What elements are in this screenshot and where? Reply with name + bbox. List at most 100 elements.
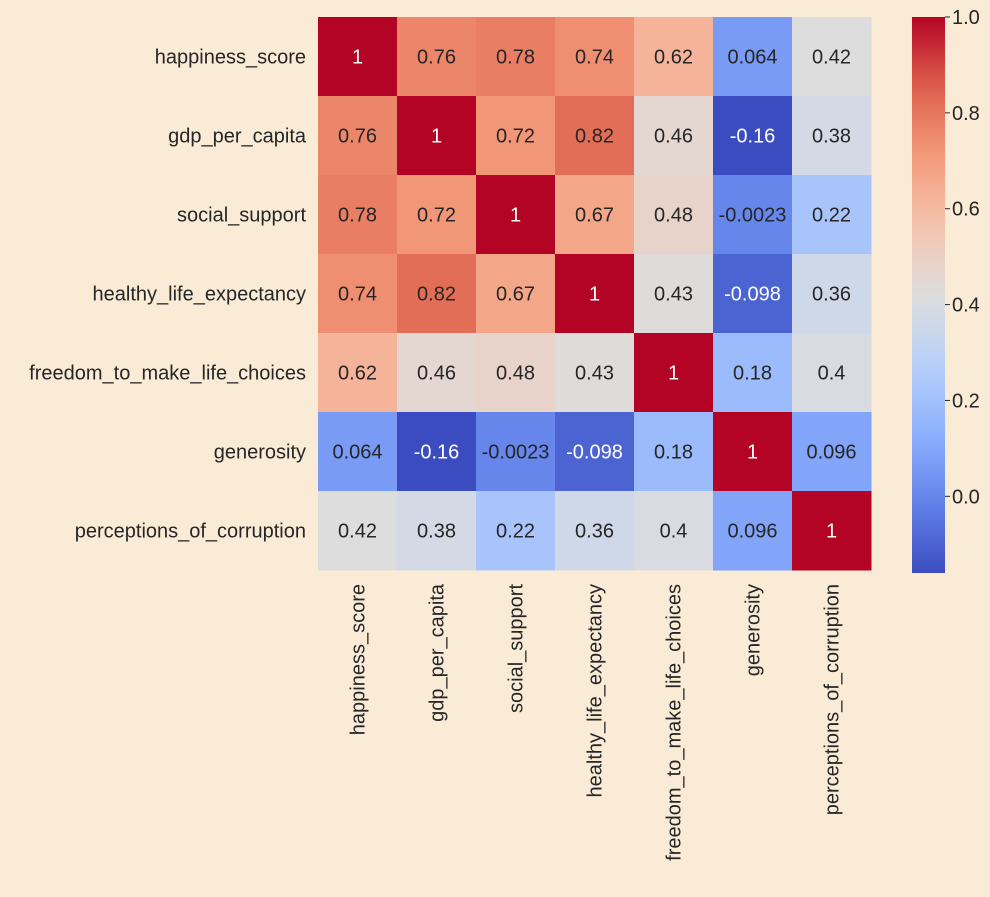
heatmap-cell	[476, 254, 556, 334]
heatmap-cell	[792, 17, 872, 97]
heatmap-cell	[555, 175, 635, 255]
colorbar-tick-label: 0.0	[952, 486, 980, 508]
heatmap-annotations: 1 0.76 0.78 0.74 0.62 0.064 0.42 0.76 1 0.72 0.82 0…	[332, 47, 856, 543]
cell-annotation: 0.78	[496, 47, 535, 69]
cell-annotation: 0.4	[660, 521, 688, 543]
heatmap-cell	[713, 175, 793, 255]
heatmap-cell	[713, 491, 793, 571]
row-labels: happiness_score gdp_per_capita social_supp…	[29, 47, 307, 543]
heatmap-cell	[792, 333, 872, 413]
cell-annotation: -0.098	[724, 284, 781, 306]
row-label: generosity	[214, 442, 306, 464]
cell-annotation: 0.38	[812, 126, 851, 148]
heatmap-cell	[397, 491, 477, 571]
heatmap-cell	[476, 412, 556, 492]
cell-annotation: 0.76	[338, 126, 377, 148]
column-label: freedom_to_make_life_choices	[664, 584, 686, 861]
heatmap-cell	[555, 333, 635, 413]
row-label: happiness_score	[155, 47, 306, 69]
heatmap-cell	[397, 96, 477, 176]
colorbar-tick-label: 0.6	[952, 199, 980, 221]
heatmap-cell	[476, 491, 556, 571]
cell-annotation: 0.72	[496, 126, 535, 148]
heatmap-cell	[555, 96, 635, 176]
column-label: social_support	[506, 584, 528, 713]
heatmap-cell	[318, 491, 398, 571]
cell-annotation: 0.42	[338, 521, 377, 543]
heatmap-cell	[713, 17, 793, 97]
heatmap-cell	[713, 96, 793, 176]
heatmap-cells	[318, 17, 872, 571]
cell-annotation: 1	[510, 205, 521, 227]
cell-annotation: -0.098	[566, 442, 623, 464]
row-label: perceptions_of_corruption	[75, 521, 306, 543]
cell-annotation: 0.82	[417, 284, 456, 306]
heatmap-cell	[555, 491, 635, 571]
heatmap-cell	[634, 254, 714, 334]
heatmap-cell	[713, 254, 793, 334]
row-label: social_support	[177, 205, 306, 227]
colorbar-tick-label: 1.0	[952, 7, 980, 29]
heatmap-cell	[713, 333, 793, 413]
cell-annotation: 0.064	[727, 47, 777, 69]
row-label: gdp_per_capita	[168, 126, 307, 148]
cell-annotation: 1	[589, 284, 600, 306]
column-label: generosity	[743, 584, 765, 676]
column-label: perceptions_of_corruption	[822, 584, 844, 815]
heatmap-cell	[397, 17, 477, 97]
cell-annotation: 0.096	[806, 442, 856, 464]
cell-annotation: 1	[431, 126, 442, 148]
heatmap-cell	[318, 96, 398, 176]
cell-annotation: 0.43	[654, 284, 693, 306]
cell-annotation: -0.16	[730, 126, 776, 148]
cell-annotation: 0.064	[332, 442, 382, 464]
heatmap-cell	[397, 412, 477, 492]
cell-annotation: 0.48	[496, 363, 535, 385]
row-label: freedom_to_make_life_choices	[29, 363, 306, 385]
cell-annotation: 0.67	[575, 205, 614, 227]
heatmap-cell	[397, 254, 477, 334]
heatmap-cell	[476, 17, 556, 97]
colorbar-gradient	[912, 17, 945, 573]
heatmap-cell	[792, 491, 872, 571]
cell-annotation: 0.18	[654, 442, 693, 464]
cell-annotation: 0.76	[417, 47, 456, 69]
cell-annotation: 0.22	[812, 205, 851, 227]
cell-annotation: 0.62	[654, 47, 693, 69]
heatmap-cell	[713, 412, 793, 492]
heatmap-cell	[318, 17, 398, 97]
heatmap-cell	[555, 412, 635, 492]
cell-annotation: 0.42	[812, 47, 851, 69]
cell-annotation: 0.36	[812, 284, 851, 306]
cell-annotation: 0.74	[575, 47, 614, 69]
column-label: healthy_life_expectancy	[585, 584, 607, 797]
cell-annotation: 0.74	[338, 284, 377, 306]
column-label: happiness_score	[348, 584, 370, 735]
cell-annotation: 0.18	[733, 363, 772, 385]
cell-annotation: 0.22	[496, 521, 535, 543]
heatmap-cell	[792, 96, 872, 176]
cell-annotation: 0.096	[727, 521, 777, 543]
heatmap-cell	[555, 17, 635, 97]
colorbar-tick-label: 0.4	[952, 295, 980, 317]
heatmap-cell	[397, 175, 477, 255]
cell-annotation: 1	[352, 47, 363, 69]
column-label: gdp_per_capita	[427, 583, 449, 722]
cell-annotation: 0.36	[575, 521, 614, 543]
heatmap-cell	[555, 254, 635, 334]
heatmap-cell	[397, 333, 477, 413]
cell-annotation: 0.62	[338, 363, 377, 385]
heatmap-cell	[476, 175, 556, 255]
heatmap-cell	[476, 333, 556, 413]
cell-annotation: 1	[668, 363, 679, 385]
heatmap-cell	[318, 412, 398, 492]
cell-annotation: 0.46	[654, 126, 693, 148]
heatmap-cell	[634, 96, 714, 176]
heatmap-cell	[476, 96, 556, 176]
heatmap-cell	[318, 333, 398, 413]
colorbar-tick-label: 0.2	[952, 390, 980, 412]
heatmap-cell	[318, 254, 398, 334]
cell-annotation: 1	[826, 521, 837, 543]
heatmap-cell	[634, 412, 714, 492]
cell-annotation: 0.78	[338, 205, 377, 227]
